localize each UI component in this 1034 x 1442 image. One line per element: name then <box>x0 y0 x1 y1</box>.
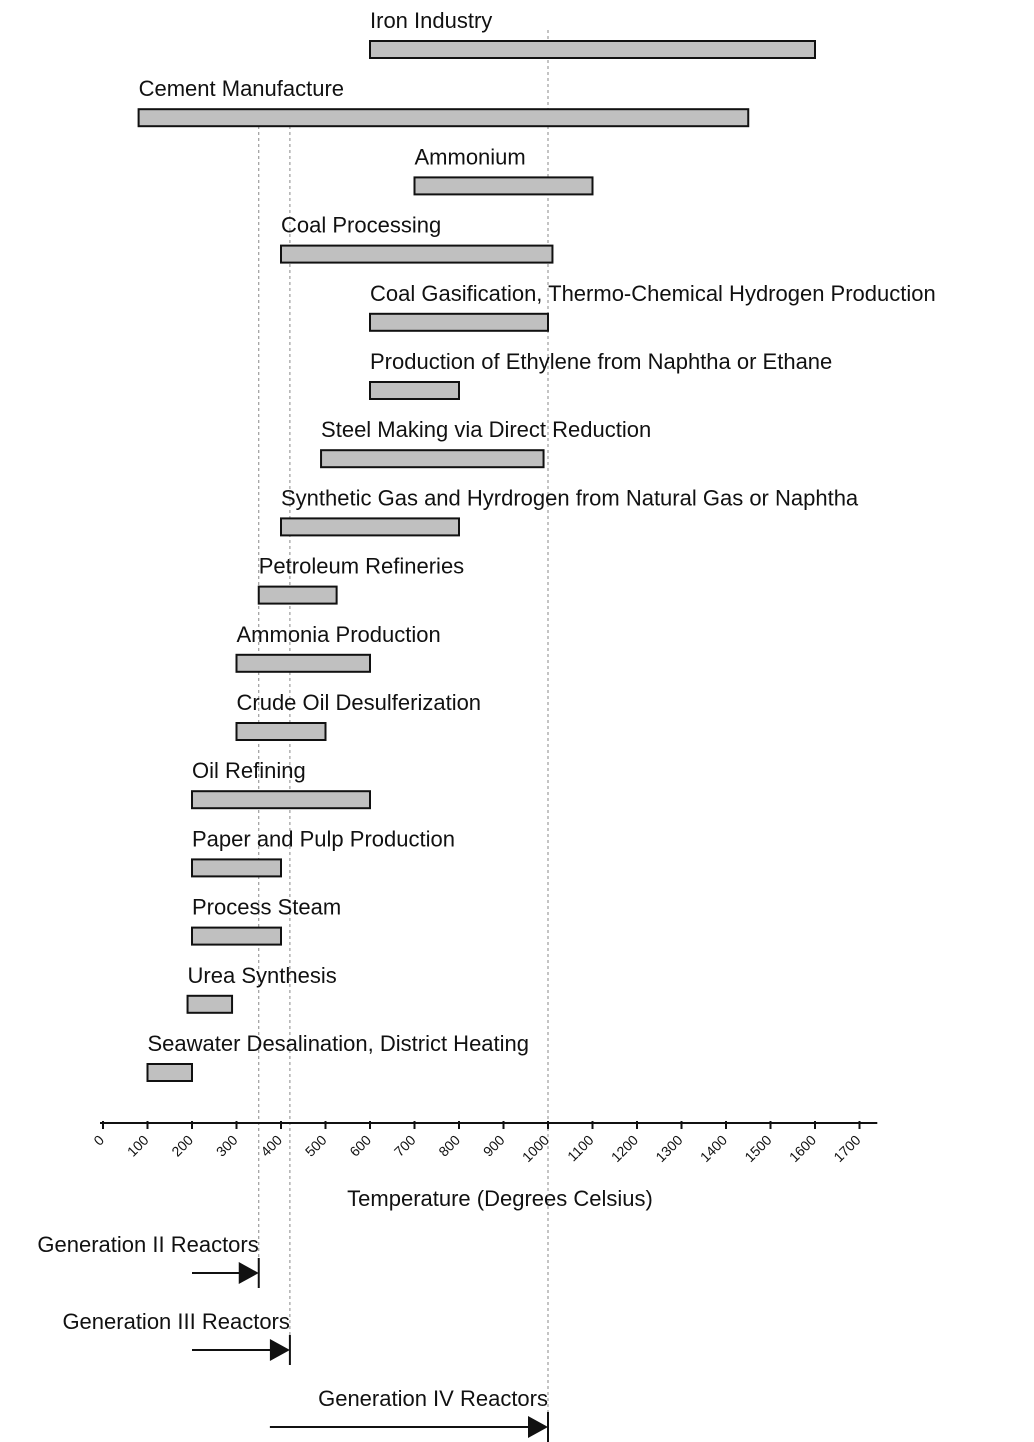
x-tick-label: 900 <box>480 1132 508 1160</box>
x-tick-label: 500 <box>302 1132 330 1160</box>
x-tick-label: 200 <box>168 1132 196 1160</box>
bar-label: Iron Industry <box>370 8 492 33</box>
bar-label: Steel Making via Direct Reduction <box>321 417 651 442</box>
x-tick-label: 300 <box>213 1132 241 1160</box>
bar-label: Coal Gasification, Thermo-Chemical Hydro… <box>370 281 936 306</box>
reactor-arrowhead <box>238 1262 259 1284</box>
bar-label: Urea Synthesis <box>188 963 337 988</box>
bar <box>413 176 594 196</box>
x-tick-label: 1500 <box>741 1132 774 1165</box>
x-tick-label: 400 <box>257 1132 285 1160</box>
bar <box>369 312 549 332</box>
reactor-label: Generation IV Reactors <box>318 1386 548 1411</box>
x-tick-label: 0 <box>90 1132 107 1149</box>
bar <box>235 722 327 741</box>
bar <box>146 1063 193 1082</box>
bar <box>280 244 554 264</box>
reactor-arrowhead <box>269 1339 290 1361</box>
bar-label: Ammonia Production <box>237 622 441 647</box>
bar-label: Process Steam <box>192 895 341 920</box>
x-tick-label: 1100 <box>564 1132 597 1165</box>
x-tick-label: 1000 <box>519 1132 552 1165</box>
bar-label: Coal Processing <box>281 213 441 238</box>
bar-label: Paper and Pulp Production <box>192 826 455 851</box>
bar-label: Ammonium <box>415 144 526 169</box>
x-tick-label: 800 <box>435 1132 463 1160</box>
x-tick-label: 600 <box>346 1132 374 1160</box>
bar <box>191 790 371 810</box>
bar <box>191 858 282 878</box>
reactor-label: Generation III Reactors <box>62 1309 289 1334</box>
bar <box>186 994 234 1014</box>
x-tick-label: 100 <box>124 1132 152 1160</box>
bar <box>191 926 282 946</box>
bar <box>235 653 371 673</box>
bar <box>320 449 545 469</box>
bar <box>369 40 816 59</box>
bar-label: Seawater Desalination, District Heating <box>148 1031 530 1056</box>
bar-label: Crude Oil Desulferization <box>237 690 482 715</box>
x-tick-label: 1700 <box>830 1132 863 1165</box>
x-tick-label: 1400 <box>697 1132 730 1165</box>
bar-label: Petroleum Refineries <box>259 554 464 579</box>
bar <box>369 381 460 400</box>
x-tick-label: 1300 <box>652 1132 685 1165</box>
x-tick-label: 1600 <box>786 1132 819 1165</box>
x-tick-label: 1200 <box>608 1132 641 1165</box>
bar-label: Oil Refining <box>192 758 306 783</box>
x-axis-title: Temperature (Degrees Celsius) <box>347 1186 653 1211</box>
x-tick-label: 700 <box>391 1132 419 1160</box>
bar <box>257 585 338 605</box>
reactor-label: Generation II Reactors <box>37 1232 258 1257</box>
bar <box>280 517 460 537</box>
bar-label: Synthetic Gas and Hyrdrogen from Natural… <box>281 485 859 510</box>
reactor-arrowhead <box>528 1416 548 1438</box>
bar-label: Cement Manufacture <box>139 76 344 101</box>
bar <box>137 108 750 128</box>
bar-label: Production of Ethylene from Naphtha or E… <box>370 349 832 374</box>
